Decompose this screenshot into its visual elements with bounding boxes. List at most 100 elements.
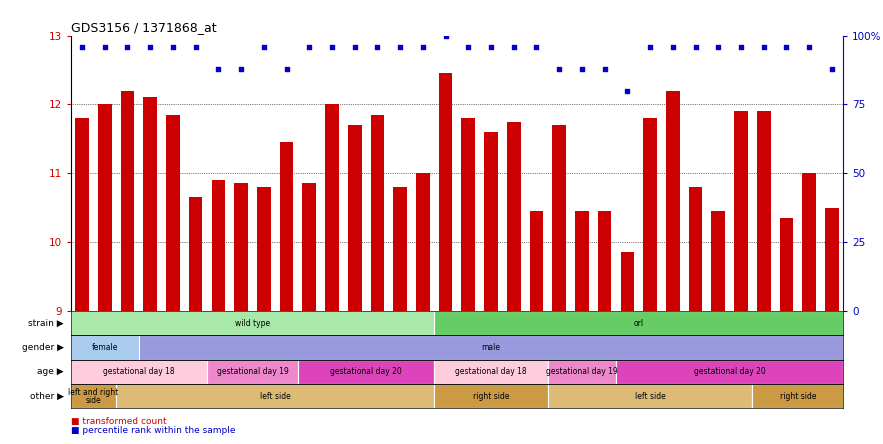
Text: age ▶: age ▶ bbox=[37, 367, 64, 377]
Point bbox=[643, 43, 657, 50]
Bar bbox=[434, 360, 547, 384]
Bar bbox=[439, 73, 452, 311]
Bar bbox=[71, 360, 207, 384]
Bar bbox=[371, 115, 384, 311]
Point bbox=[75, 43, 89, 50]
Text: gestational day 18: gestational day 18 bbox=[456, 367, 527, 377]
Bar bbox=[757, 111, 771, 311]
Bar bbox=[616, 360, 843, 384]
Bar bbox=[393, 187, 407, 311]
Bar bbox=[348, 125, 361, 311]
Bar bbox=[666, 91, 680, 311]
Text: gestational day 20: gestational day 20 bbox=[330, 367, 402, 377]
Text: other ▶: other ▶ bbox=[30, 392, 64, 401]
Text: GDS3156 / 1371868_at: GDS3156 / 1371868_at bbox=[71, 21, 216, 34]
Bar bbox=[298, 360, 434, 384]
Point bbox=[825, 65, 839, 72]
Text: gender ▶: gender ▶ bbox=[22, 343, 64, 352]
Bar bbox=[462, 118, 475, 311]
Text: left and right
side: left and right side bbox=[68, 388, 118, 405]
Bar bbox=[780, 218, 793, 311]
Text: ■ percentile rank within the sample: ■ percentile rank within the sample bbox=[71, 426, 235, 435]
Bar bbox=[434, 311, 843, 335]
Bar bbox=[825, 207, 839, 311]
Point bbox=[166, 43, 180, 50]
Text: gestational day 19: gestational day 19 bbox=[216, 367, 289, 377]
Bar bbox=[71, 311, 434, 335]
Bar bbox=[212, 180, 225, 311]
Text: left side: left side bbox=[635, 392, 666, 401]
Point bbox=[234, 65, 248, 72]
Bar bbox=[416, 173, 430, 311]
Bar bbox=[484, 132, 498, 311]
Bar bbox=[598, 211, 612, 311]
Point bbox=[211, 65, 225, 72]
Text: orl: orl bbox=[634, 318, 644, 328]
Point bbox=[575, 65, 589, 72]
Bar bbox=[553, 125, 566, 311]
Text: wild type: wild type bbox=[235, 318, 270, 328]
Point bbox=[348, 43, 362, 50]
Point bbox=[325, 43, 339, 50]
Point bbox=[143, 43, 157, 50]
Bar bbox=[803, 173, 816, 311]
Bar bbox=[547, 384, 752, 408]
Point bbox=[257, 43, 271, 50]
Point bbox=[393, 43, 407, 50]
Text: strain ▶: strain ▶ bbox=[28, 318, 64, 328]
Bar bbox=[325, 104, 339, 311]
Bar bbox=[644, 118, 657, 311]
Bar bbox=[434, 384, 547, 408]
Point bbox=[666, 43, 680, 50]
Bar bbox=[189, 197, 202, 311]
Bar bbox=[121, 91, 134, 311]
Text: gestational day 20: gestational day 20 bbox=[694, 367, 766, 377]
Point bbox=[120, 43, 134, 50]
Bar bbox=[712, 211, 725, 311]
Bar bbox=[752, 384, 843, 408]
Bar bbox=[207, 360, 298, 384]
Text: female: female bbox=[92, 343, 118, 352]
Point bbox=[802, 43, 816, 50]
Text: ■ transformed count: ■ transformed count bbox=[71, 417, 166, 426]
Point bbox=[780, 43, 794, 50]
Bar bbox=[143, 97, 157, 311]
Point bbox=[279, 65, 293, 72]
Bar bbox=[116, 384, 434, 408]
Point bbox=[711, 43, 725, 50]
Point bbox=[189, 43, 203, 50]
Text: male: male bbox=[481, 343, 501, 352]
Text: right side: right side bbox=[780, 392, 816, 401]
Point bbox=[598, 65, 612, 72]
Text: right side: right side bbox=[472, 392, 509, 401]
Point bbox=[757, 43, 771, 50]
Bar bbox=[234, 183, 248, 311]
Bar bbox=[280, 142, 293, 311]
Point bbox=[734, 43, 748, 50]
Bar bbox=[71, 335, 139, 360]
Point bbox=[461, 43, 475, 50]
Point bbox=[484, 43, 498, 50]
Bar bbox=[75, 118, 89, 311]
Bar bbox=[302, 183, 316, 311]
Text: gestational day 19: gestational day 19 bbox=[546, 367, 618, 377]
Point bbox=[416, 43, 430, 50]
Point bbox=[302, 43, 316, 50]
Bar bbox=[734, 111, 748, 311]
Point bbox=[370, 43, 384, 50]
Bar bbox=[166, 115, 180, 311]
Bar bbox=[530, 211, 543, 311]
Point bbox=[552, 65, 566, 72]
Bar bbox=[547, 360, 616, 384]
Bar bbox=[689, 187, 702, 311]
Bar bbox=[507, 122, 521, 311]
Text: left side: left side bbox=[260, 392, 291, 401]
Bar bbox=[621, 252, 634, 311]
Bar bbox=[98, 104, 111, 311]
Point bbox=[530, 43, 544, 50]
Point bbox=[98, 43, 112, 50]
Point bbox=[507, 43, 521, 50]
Point bbox=[439, 32, 453, 39]
Bar bbox=[575, 211, 589, 311]
Text: gestational day 18: gestational day 18 bbox=[103, 367, 175, 377]
